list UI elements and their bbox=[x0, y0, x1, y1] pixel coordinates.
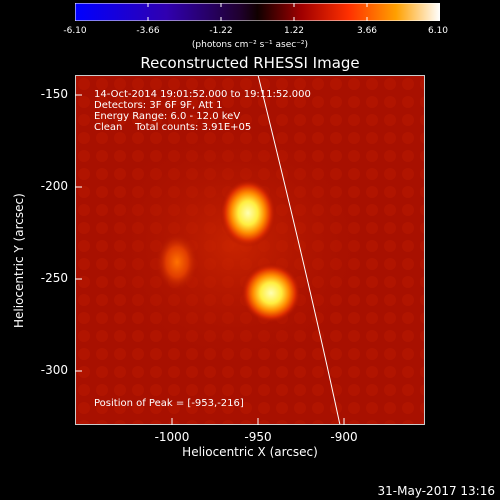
bright-source-lower bbox=[241, 263, 301, 323]
faint-source bbox=[155, 232, 199, 292]
datestamp: 31-May-2017 13:16 bbox=[377, 484, 495, 498]
x-tick-label: -900 bbox=[330, 430, 358, 444]
colorbar-tick-label: -3.66 bbox=[136, 26, 160, 36]
x-tick-label: -1000 bbox=[154, 430, 190, 444]
bright-source-upper bbox=[220, 179, 276, 247]
y-tick-label: -150 bbox=[40, 87, 68, 101]
colorbar-tick-label: -1.22 bbox=[209, 26, 233, 36]
x-tick-label: -950 bbox=[244, 430, 272, 444]
energy-range-text: Energy Range: 6.0 - 12.0 keV bbox=[94, 111, 241, 122]
rhessi-image-canvas bbox=[75, 75, 425, 425]
colorbar-tick-label: 3.66 bbox=[356, 26, 378, 36]
clean-counts-text: Clean Total counts: 3.91E+05 bbox=[94, 122, 252, 133]
colorbar-tick-label: 6.10 bbox=[427, 26, 449, 36]
y-tick-label: -250 bbox=[40, 271, 68, 285]
y-axis-label: Heliocentric Y (arcsec) bbox=[12, 193, 26, 328]
solar-limb-line bbox=[257, 75, 341, 425]
colorbar bbox=[75, 3, 440, 21]
plot-title: Reconstructed RHESSI Image bbox=[140, 54, 360, 72]
time-range-text: 14-Oct-2014 19:01:52.000 to 19:11:52.000 bbox=[94, 89, 311, 100]
y-tick-label: -300 bbox=[40, 363, 68, 377]
peak-position-text: Position of Peak = [-953,-216] bbox=[94, 398, 244, 409]
y-tick-label: -200 bbox=[40, 179, 68, 193]
detectors-text: Detectors: 3F 6F 9F, Att 1 bbox=[94, 100, 223, 111]
x-axis-label: Heliocentric X (arcsec) bbox=[182, 445, 318, 459]
rhessi-image bbox=[75, 75, 425, 425]
colorbar-tick-label: 1.22 bbox=[283, 26, 305, 36]
colorbar-tick-label: -6.10 bbox=[63, 26, 87, 36]
colorbar-unit-label: (photons cm⁻² s⁻¹ asec⁻²) bbox=[191, 40, 309, 50]
